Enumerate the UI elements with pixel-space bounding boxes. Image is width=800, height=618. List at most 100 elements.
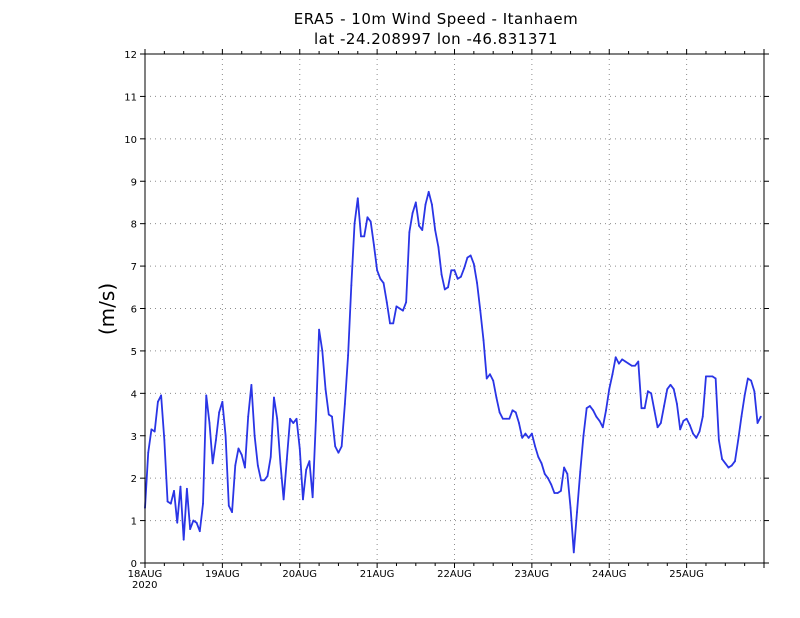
y-tick-label: 9 [131, 177, 137, 188]
data-point [611, 373, 614, 376]
data-point [624, 360, 627, 363]
data-point [466, 256, 469, 259]
data-point [692, 432, 694, 435]
data-point [173, 489, 175, 492]
data-point [324, 388, 327, 390]
data-point [563, 466, 566, 469]
data-point [669, 383, 672, 386]
data-point [601, 426, 604, 429]
data-point [556, 492, 559, 494]
data-point [695, 436, 698, 439]
data-point [666, 388, 669, 390]
grid-lines [145, 54, 764, 563]
data-point [211, 462, 214, 465]
data-point [663, 405, 665, 407]
data-point [579, 470, 582, 473]
data-point [244, 466, 246, 469]
data-point [150, 428, 153, 431]
data-point [688, 424, 691, 427]
data-point [585, 407, 588, 410]
data-point [634, 364, 636, 367]
x-tick-sublabel: 2020 [132, 580, 157, 591]
data-point [314, 420, 317, 422]
data-point [724, 462, 727, 465]
data-point [598, 420, 601, 422]
data-point [340, 445, 343, 448]
data-point [260, 479, 262, 482]
data-point [482, 339, 485, 342]
data-point [153, 430, 156, 433]
y-tick-label: 0 [131, 559, 137, 570]
data-point [730, 464, 733, 467]
data-point [469, 254, 472, 257]
y-axis-label: (m/s) [95, 283, 119, 335]
data-point [717, 439, 720, 441]
data-point [376, 269, 379, 272]
data-point [379, 277, 382, 280]
data-point [572, 551, 575, 554]
data-point [514, 411, 517, 414]
data-point [582, 434, 585, 437]
data-point [195, 521, 198, 524]
y-tick-label: 12 [124, 50, 137, 61]
data-point [285, 458, 288, 460]
data-point [518, 422, 520, 424]
data-point [537, 456, 540, 458]
chart-subtitle: lat -24.208997 lon -46.831371 [314, 30, 558, 48]
data-point [289, 417, 291, 420]
data-point [382, 282, 385, 284]
data-point [527, 436, 530, 439]
data-point [318, 328, 320, 331]
data-point [282, 498, 285, 501]
data-point [576, 511, 578, 513]
data-point [295, 417, 298, 420]
data-point [547, 477, 549, 480]
data-point [389, 322, 391, 325]
data-point [595, 415, 598, 418]
data-point [408, 231, 411, 234]
data-point [192, 519, 195, 522]
y-tick-label: 1 [131, 517, 137, 528]
data-point [682, 420, 685, 422]
y-tick-label: 4 [131, 389, 137, 400]
data-point [418, 224, 420, 227]
data-point [221, 400, 224, 403]
data-point [698, 430, 701, 433]
data-point [392, 322, 395, 325]
data-point [308, 460, 311, 463]
data-point [553, 492, 556, 494]
data-point [369, 220, 372, 223]
data-point [756, 422, 759, 424]
data-point [614, 356, 617, 359]
data-point [647, 390, 649, 393]
data-point [224, 434, 227, 437]
data-point [746, 377, 749, 380]
data-point [705, 375, 707, 378]
data-point [640, 407, 643, 410]
data-point [734, 460, 736, 463]
data-point [334, 445, 337, 448]
data-point [431, 203, 433, 206]
data-point [627, 362, 630, 365]
data-point [653, 409, 656, 412]
data-point [421, 229, 424, 231]
x-tick-label: 25AUG [669, 569, 704, 580]
data-point [198, 530, 201, 533]
data-point [708, 375, 711, 378]
data-point [498, 411, 501, 414]
y-tick-label: 7 [131, 262, 137, 273]
data-point [205, 394, 208, 397]
data-point [492, 379, 495, 382]
data-point [343, 403, 346, 405]
data-point [672, 388, 675, 390]
data-point [156, 400, 159, 403]
wind-speed-line [144, 190, 762, 554]
data-point [231, 511, 233, 513]
data-point [450, 269, 453, 272]
data-point [714, 377, 717, 380]
data-point [679, 428, 682, 431]
data-point [485, 377, 488, 380]
data-point [750, 379, 753, 382]
x-tick-label: 18AUG [128, 569, 163, 580]
